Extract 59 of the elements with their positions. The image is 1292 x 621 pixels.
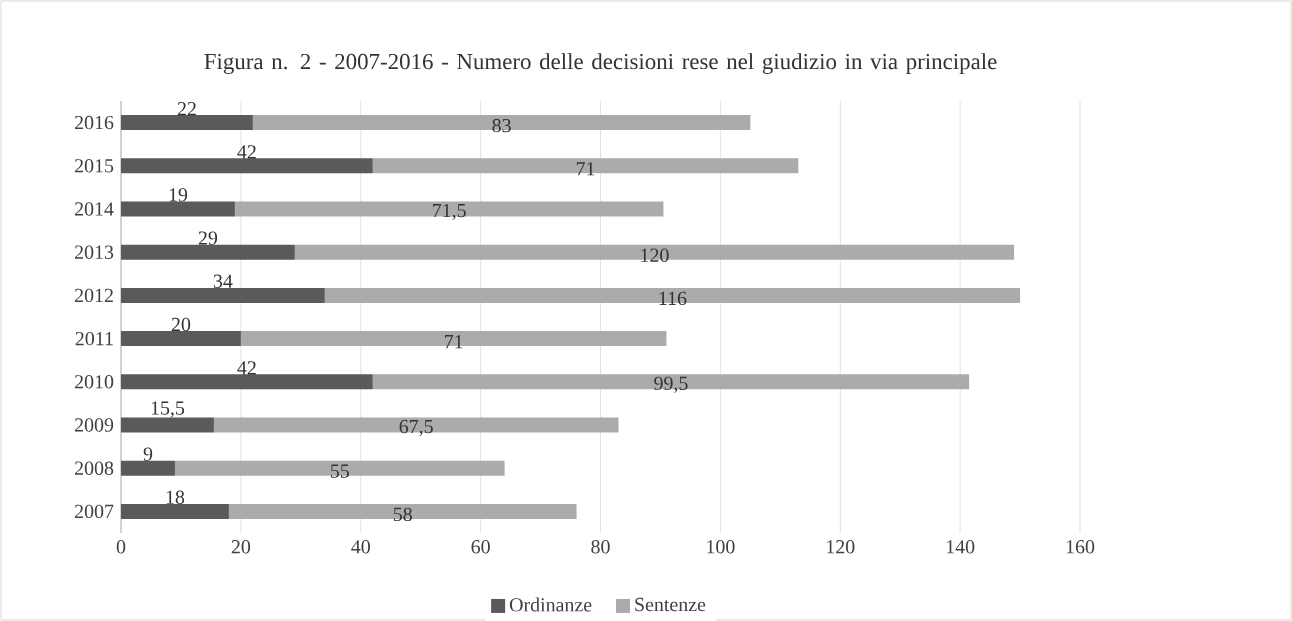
bar [372, 158, 799, 174]
legend-label: Sentenze [635, 597, 706, 612]
y-tick-label: 2010 [74, 375, 114, 389]
x-tick-label: 40 [351, 540, 370, 554]
data-label: 83 [492, 118, 511, 133]
data-label: 116 [659, 291, 687, 306]
data-label: 71,5 [433, 203, 466, 221]
x-tick-label: 120 [827, 540, 855, 554]
bar [121, 374, 373, 390]
bar [121, 244, 295, 260]
data-label: 29 [198, 231, 218, 245]
bar [121, 417, 214, 433]
y-tick-label: 2007 [74, 504, 114, 519]
bar [121, 158, 373, 174]
x-tick-label: 80 [591, 540, 610, 554]
x-tick-label: 20 [231, 540, 251, 554]
y-tick-label: 2009 [74, 418, 114, 432]
data-label: 22 [177, 102, 196, 116]
x-tick-label: 160 [1066, 540, 1095, 554]
bar [240, 331, 667, 347]
data-label: 20 [171, 317, 191, 332]
data-label: 67,5 [399, 419, 433, 437]
data-label: 120 [641, 248, 669, 262]
bar [121, 287, 325, 303]
y-tick-label: 2014 [74, 202, 114, 216]
bar [228, 503, 577, 519]
x-tick-label: 140 [946, 540, 975, 554]
bar [121, 460, 175, 476]
chart-title: Figura n. 2 - 2007-2016 - Numero delle decisioni rese nel giudizio in via principale [204, 53, 997, 74]
y-tick-label: 2016 [74, 115, 114, 130]
x-tick-label: 100 [707, 540, 735, 554]
data-label: 55 [330, 464, 349, 478]
data-label: 71 [576, 162, 595, 176]
bar [121, 331, 241, 347]
bar [121, 115, 253, 131]
x-tick-label: 0 [116, 540, 126, 554]
data-label: 99,5 [654, 376, 688, 393]
x-tick-label: 60 [471, 540, 490, 554]
data-label: 58 [393, 507, 412, 522]
y-tick-label: 2015 [74, 159, 114, 173]
data-label: 15,5 [151, 401, 185, 418]
data-label: 18 [166, 490, 185, 504]
y-tick-label: 2008 [74, 461, 114, 475]
data-label: 71 [445, 335, 463, 349]
y-tick-label: 2011 [75, 331, 113, 346]
bar [121, 201, 235, 217]
y-tick-label: 2012 [74, 288, 113, 303]
bar [294, 244, 1015, 260]
bar [252, 115, 751, 131]
bar [324, 287, 1021, 303]
bar [121, 503, 229, 519]
legend-label: Ordinanze [509, 597, 592, 612]
y-tick-label: 2013 [74, 245, 114, 259]
data-label: 42 [237, 145, 256, 159]
data-label: 19 [169, 188, 188, 202]
data-label: 9 [143, 447, 153, 461]
data-label: 42 [237, 361, 256, 375]
data-label: 34 [213, 274, 233, 288]
bar [174, 460, 505, 476]
